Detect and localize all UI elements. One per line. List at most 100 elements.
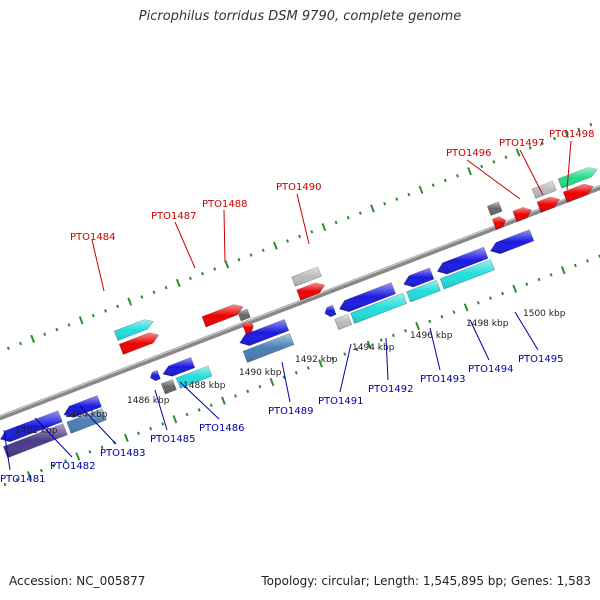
track-dot (343, 352, 347, 356)
track-dot (3, 482, 7, 487)
gene-label-rev-2: PTO1482 (50, 461, 95, 472)
axis-highlight (0, 185, 600, 417)
track-dot (306, 366, 310, 370)
track-dot (185, 412, 189, 417)
leader-rev-7 (339, 343, 352, 393)
track-dot (560, 266, 566, 275)
feature-pto1488-grey-shine (237, 309, 251, 321)
feature-pto1498-grey-shine (532, 181, 557, 199)
track-dot (224, 260, 230, 269)
feature-pto1496-grey-shine (487, 201, 503, 216)
tick-label-2: 1484 kbp (65, 410, 108, 420)
feature-cyan-1493-shine (406, 280, 441, 302)
tick-label-9: 1498 kbp (466, 319, 509, 329)
topology-text: Topology: circular; Length: 1,545,895 bp… (261, 574, 591, 588)
leader-rev-11 (514, 311, 539, 351)
feature-blue-1489-shine (239, 319, 289, 346)
track-dot (116, 304, 120, 309)
track-dot (573, 263, 577, 268)
feature-blue-1495-shine (490, 229, 534, 254)
track-dot (589, 122, 593, 127)
leader-rev-6 (281, 361, 291, 403)
track-dot (6, 346, 10, 350)
track-dot (358, 211, 362, 215)
track-dot (100, 445, 104, 449)
track-dot (553, 136, 556, 141)
gene-label-fwd-1: PTO1484 (70, 232, 115, 243)
track-dot (366, 340, 372, 349)
track-dot (298, 234, 302, 239)
track-dot (269, 377, 275, 387)
gene-label-fwd-2: PTO1487 (151, 211, 196, 222)
track-dot (39, 468, 43, 473)
genome-axis (0, 184, 600, 421)
gene-label-rev-7: PTO1491 (318, 396, 363, 407)
feature-blue-small-2-shine (324, 305, 337, 317)
feature-blue-1491-shine (339, 282, 396, 312)
leader-rev-4 (154, 389, 168, 431)
track-dot (504, 155, 508, 159)
track-dot (355, 347, 359, 352)
leader-fwd-3 (223, 209, 226, 263)
track-dot (537, 277, 541, 282)
track-dot (501, 291, 505, 296)
track-dot (463, 303, 469, 312)
track-dot (428, 319, 432, 324)
track-dot (137, 431, 140, 435)
track-dot (404, 328, 407, 333)
track-dot (476, 301, 480, 305)
kbp-ticks: 1482 kbp 1484 kbp 1486 kbp 1488 kbp 1490 kbp… (15, 309, 566, 436)
track-dot (234, 394, 238, 398)
feature-blue-1481-shine (0, 410, 63, 442)
track-dot (331, 356, 335, 361)
gene-label-fwd-3: PTO1488 (202, 199, 247, 210)
track-dot (91, 313, 95, 318)
feature-pto1497-shine (512, 207, 532, 222)
gene-features (0, 167, 598, 459)
feature-steel-1483-shine (66, 408, 107, 434)
track-dot (149, 426, 153, 431)
track-dot (525, 282, 529, 286)
track-dot (78, 316, 84, 325)
track-dot (346, 216, 350, 220)
track-dot (164, 285, 168, 290)
track-dot (395, 197, 399, 201)
track-dot (407, 192, 411, 197)
leader-rev-1 (3, 429, 11, 471)
feature-pto1484-cyan-shine (114, 319, 154, 341)
feature-red-edge-shine (563, 184, 594, 203)
feature-pto1490-red-shine (296, 282, 325, 301)
feature-cyan-1494-shine (440, 259, 495, 290)
gene-label-rev-11: PTO1495 (518, 354, 563, 365)
track-dot (127, 297, 133, 306)
gene-label-rev-8: PTO1492 (368, 384, 413, 395)
label-leader-lines (3, 140, 572, 471)
feature-pto1488-red-shine (242, 321, 254, 335)
track-dot (15, 478, 19, 482)
track-dot (221, 396, 226, 405)
feature-pto1487-shine (202, 304, 244, 327)
leader-fwd-4 (296, 193, 310, 245)
track-dot (577, 127, 581, 132)
leader-rev-2 (34, 417, 73, 458)
track-dot (418, 185, 424, 194)
track-dot (75, 452, 81, 461)
gene-labels: PTO1484 PTO1487 PTO1488 PTO1490 PTO1496 PTO14… (0, 129, 594, 485)
track-dot (452, 310, 456, 314)
track-dot (370, 204, 375, 213)
feature-pto1496-red-shine (492, 216, 506, 230)
leader-fwd-6 (519, 149, 544, 196)
tick-label-1: 1482 kbp (15, 426, 58, 436)
track-dot (440, 315, 444, 319)
tick-label-8: 1496 kbp (410, 331, 453, 341)
track-dot (294, 370, 298, 375)
gene-label-rev-10: PTO1494 (468, 364, 513, 375)
track-dot (540, 141, 544, 145)
track-dot (258, 384, 262, 389)
track-dot (492, 160, 496, 164)
track-dot (512, 284, 518, 293)
feature-blue-small-shine (150, 370, 161, 381)
gene-label-rev-5: PTO1486 (199, 423, 244, 434)
track-dot (383, 202, 387, 206)
track-dot (318, 359, 323, 368)
